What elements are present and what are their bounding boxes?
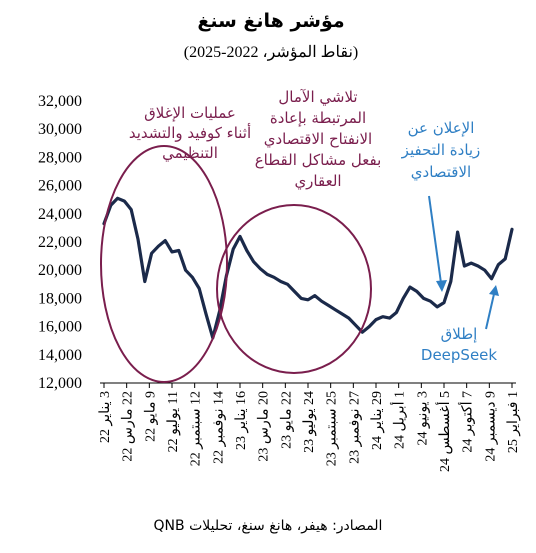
deepseek-arrow: [485, 293, 495, 330]
x-tick-label: 16 يناير 23: [234, 391, 249, 450]
chart-subtitle: (نقاط المؤشر، 2022-2025): [184, 44, 358, 61]
y-tick-label: 24,000: [38, 206, 82, 223]
x-tick-label: 1 أبريل 24: [389, 391, 408, 449]
x-tick-label: 9 مايو 22: [143, 391, 158, 442]
covid-lockdown-note: عمليات الإغلاق أثناء كوفيد والتشديد التنظي…: [129, 104, 251, 163]
x-tick-label: 14 نوفمبر 22: [211, 391, 226, 464]
x-tick-label: 3 يونيو 24: [415, 391, 430, 445]
covid-lockdown-note-line: عمليات الإغلاق: [144, 104, 236, 122]
reopening-hopes-note-line: المرتبطة بإعادة: [270, 109, 366, 127]
stimulus-arrow-head: [436, 280, 447, 292]
x-tick-label: 3 يناير 22: [98, 391, 113, 443]
chart-title: مؤشر هانغ سنغ: [197, 10, 344, 32]
x-tick-label: 27 نوفمبر 23: [347, 391, 362, 464]
x-tick-label: 7 أكتوبر 24: [457, 391, 476, 453]
chart-source: المصادر: هيفر، هانغ سنغ، تحليلات QNB: [154, 518, 383, 534]
stimulus-arrow: [428, 195, 442, 284]
y-tick-label: 22,000: [38, 234, 82, 251]
covid-lockdown-note-line: أثناء كوفيد والتشديد: [129, 123, 251, 142]
x-tick-label: 1 فبراير 25: [506, 391, 521, 453]
y-tick-label: 26,000: [38, 178, 82, 195]
x-axis: 3 يناير 22 22 مارس 22 9 مايو 22 11 يوليو 22…: [98, 382, 521, 472]
y-tick-label: 30,000: [38, 121, 82, 138]
deepseek-note: إطلاق DeepSeek: [421, 325, 498, 364]
reopening-hopes-note: تلاشي الآمال المرتبطة بإعادة الانفتاح الاق…: [255, 88, 382, 191]
reopening-hopes-note-line: بفعل مشاكل القطاع: [255, 151, 382, 169]
x-tick-label: 5 أغسطس 24: [434, 391, 453, 472]
y-tick-label: 12,000: [38, 375, 82, 392]
stimulus-note-line: زيادة التحفيز: [401, 141, 481, 159]
covid-lockdown-note-line: التنظيمي: [162, 144, 218, 163]
x-tick-label: 20 مارس 23: [257, 391, 272, 462]
deepseek-arrow-head: [489, 285, 499, 296]
reopening-hopes-note-line: الانفتاح الاقتصادي: [264, 130, 372, 149]
y-axis: 12,000 14,000 16,000 18,000 20,000 22,000 24,0…: [38, 93, 82, 392]
stimulus-note-line: الإعلان عن: [408, 119, 475, 137]
deepseek-note-line: DeepSeek: [421, 346, 498, 364]
y-tick-label: 18,000: [38, 290, 82, 307]
y-tick-label: 14,000: [38, 347, 82, 364]
deepseek-note-line: إطلاق: [441, 325, 478, 343]
x-tick-label: 9 ديسمبر 24: [483, 391, 498, 462]
y-tick-label: 20,000: [38, 262, 82, 279]
y-tick-label: 28,000: [38, 149, 82, 166]
x-tick-label: 25 سبتمبر 23: [325, 391, 340, 466]
x-tick-label: 22 مايو 23: [279, 391, 294, 449]
reopening-hopes-note-line: العقاري: [294, 172, 341, 191]
reopening-hopes-note-line: تلاشي الآمال: [278, 88, 357, 107]
x-tick-label: 29 يناير 24: [370, 391, 385, 450]
x-tick-label: 24 يوليو 23: [302, 391, 317, 453]
y-tick-label: 32,000: [38, 93, 82, 110]
x-tick-label: 12 سبتمبر 22: [189, 391, 204, 466]
x-tick-label: 22 مارس 22: [121, 391, 136, 462]
y-tick-label: 16,000: [38, 319, 82, 336]
x-tick-label: 11 يوليو 22: [166, 391, 181, 452]
stimulus-note: الإعلان عن زيادة التحفيز الاقتصادي: [401, 119, 481, 182]
stimulus-note-line: الاقتصادي: [411, 163, 471, 182]
reopening-period-ellipse: [216, 204, 372, 374]
covid-period-ellipse: [100, 145, 228, 383]
annotations: عمليات الإغلاق أثناء كوفيد والتشديد التنظي…: [129, 88, 498, 364]
hang-seng-series-line: [102, 196, 514, 340]
